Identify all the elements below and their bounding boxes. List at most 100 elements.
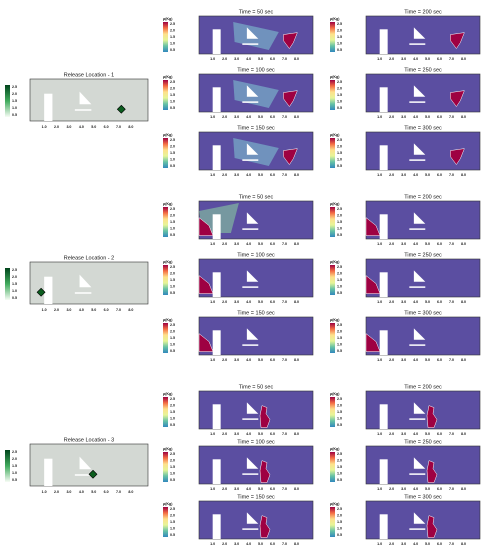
x-tick-label: 2.0: [54, 125, 59, 129]
colorbar-tick: 2.0: [170, 329, 175, 333]
colorbar-tick: 2.5: [12, 268, 17, 272]
x-tick-label: 5.0: [258, 173, 263, 177]
x-tick-label: 7.0: [282, 173, 287, 177]
x-tick-label: 4.0: [413, 242, 418, 246]
obstacle: [74, 474, 92, 476]
x-tick-label: 4.0: [413, 115, 418, 119]
x-tick-label: 4.0: [413, 487, 418, 491]
x-tick-label: 1.0: [210, 487, 215, 491]
colorbar-tick: 1.0: [337, 99, 342, 103]
x-tick-label: 2.0: [54, 490, 59, 494]
x-tick-label: 1.0: [377, 242, 382, 246]
obstacle: [413, 402, 426, 414]
x-tick-label: 8.0: [461, 432, 466, 436]
snapshot-title: Time = 50 sec: [239, 384, 274, 390]
colorbar-tick: 1.5: [170, 93, 175, 97]
x-tick-label: 5.0: [425, 487, 430, 491]
x-tick-label: 8.0: [128, 308, 133, 312]
x-tick-label: 3.0: [234, 300, 239, 304]
obstacle: [409, 286, 426, 288]
colorbar-tick: 1.5: [337, 151, 342, 155]
colorbar-tick: 2.0: [170, 86, 175, 90]
colorbar-tick: 2.5: [170, 138, 175, 142]
colorbar-tick: 0.5: [12, 478, 17, 482]
x-tick-label: 1.0: [210, 57, 215, 61]
colorbar-tick: 2.0: [337, 144, 342, 148]
x-tick-label: 3.0: [401, 300, 406, 304]
obstacle: [242, 286, 259, 288]
x-tick-label: 4.0: [246, 542, 251, 546]
x-tick-label: 7.0: [449, 542, 454, 546]
x-tick-label: 6.0: [437, 173, 442, 177]
x-tick-label: 1.0: [377, 300, 382, 304]
colorbar: [163, 507, 168, 537]
colorbar-tick: 1.5: [12, 282, 17, 286]
plume: [426, 460, 438, 483]
colorbar-label: ρ(Kg): [163, 392, 173, 396]
x-tick-label: 8.0: [294, 242, 299, 246]
x-tick-label: 1.0: [377, 432, 382, 436]
colorbar-label: ρ(Kg): [330, 260, 340, 264]
x-tick-label: 1.0: [210, 173, 215, 177]
x-tick-label: 8.0: [461, 358, 466, 362]
colorbar-tick: 1.5: [12, 464, 17, 468]
x-tick-label: 8.0: [128, 125, 133, 129]
x-tick-label: 2.0: [389, 115, 394, 119]
colorbar-tick: 1.5: [337, 520, 342, 524]
colorbar: [330, 207, 335, 237]
colorbar-tick: 1.5: [337, 465, 342, 469]
x-tick-label: 6.0: [437, 242, 442, 246]
x-tick-label: 2.0: [389, 57, 394, 61]
x-tick-label: 2.0: [222, 432, 227, 436]
snapshot-title: Time = 200 sec: [404, 194, 442, 200]
x-tick-label: 3.0: [401, 432, 406, 436]
colorbar-tick: 0.5: [170, 291, 175, 295]
colorbar-tick: 1.5: [170, 465, 175, 469]
x-tick-label: 4.0: [246, 300, 251, 304]
panel-title: Release Location - 3: [64, 437, 114, 443]
plume: [198, 275, 214, 294]
colorbar-tick: 2.5: [337, 507, 342, 511]
colorbar-tick: 2.5: [170, 22, 175, 26]
x-tick-label: 4.0: [246, 432, 251, 436]
colorbar-tick: 0.5: [337, 533, 342, 537]
x-tick-label: 7.0: [282, 432, 287, 436]
colorbar-tick: 0.5: [337, 48, 342, 52]
plume: [259, 405, 271, 428]
snapshot-title: Time = 250 sec: [404, 252, 442, 258]
plume-spread: [233, 80, 279, 108]
x-tick-label: 4.0: [413, 542, 418, 546]
colorbar-tick: 1.0: [12, 106, 17, 110]
obstacle: [212, 214, 221, 239]
colorbar-tick: 2.0: [337, 213, 342, 217]
x-tick-label: 2.0: [54, 308, 59, 312]
colorbar: [163, 323, 168, 353]
colorbar: [163, 22, 168, 52]
obstacle: [379, 214, 388, 239]
colorbar-tick: 1.0: [170, 41, 175, 45]
colorbar-tick: 2.0: [170, 28, 175, 32]
x-tick-label: 6.0: [437, 542, 442, 546]
colorbar-label: ρ(Kg): [330, 133, 340, 137]
colorbar-tick: 1.0: [12, 289, 17, 293]
colorbar-tick: 1.5: [337, 278, 342, 282]
colorbar-tick: 2.5: [170, 265, 175, 269]
plume: [426, 405, 438, 428]
release-marker: [116, 104, 126, 114]
colorbar-label: ρ(Kg): [163, 260, 173, 264]
x-tick-label: 2.0: [389, 432, 394, 436]
x-tick-label: 2.0: [222, 358, 227, 362]
obstacle: [242, 418, 259, 420]
x-tick-label: 8.0: [294, 542, 299, 546]
x-tick-label: 8.0: [128, 490, 133, 494]
x-tick-label: 5.0: [425, 173, 430, 177]
colorbar: [163, 138, 168, 168]
x-tick-label: 8.0: [294, 487, 299, 491]
x-tick-label: 1.0: [210, 432, 215, 436]
x-tick-label: 2.0: [222, 173, 227, 177]
colorbar-tick: 2.0: [170, 213, 175, 217]
x-tick-label: 7.0: [449, 242, 454, 246]
colorbar-label: ρ(Kg): [330, 392, 340, 396]
colorbar-tick: 2.5: [170, 80, 175, 84]
plume: [365, 333, 381, 352]
